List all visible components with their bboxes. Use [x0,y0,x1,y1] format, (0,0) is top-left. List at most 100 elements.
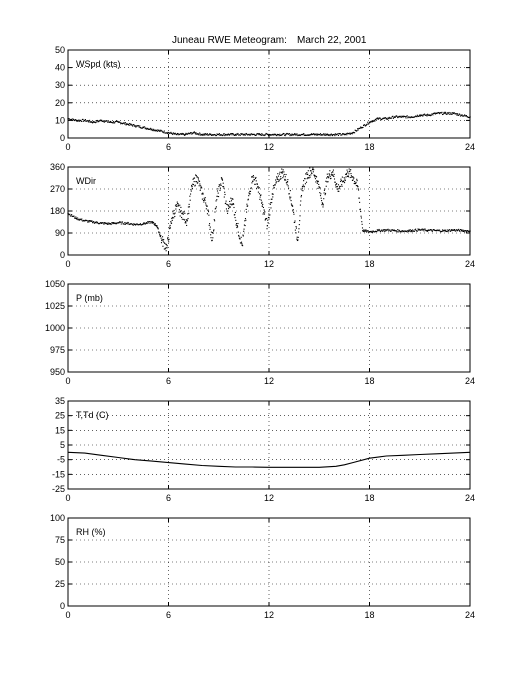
data-point [174,215,176,218]
data-point [266,217,268,220]
data-point [202,133,204,135]
data-point [435,229,438,232]
data-point [211,232,214,234]
data-point [217,188,219,190]
data-point [250,187,252,189]
data-point [358,127,360,130]
y-tick-label: 0 [60,601,65,611]
data-point [232,203,234,205]
data-point [147,221,149,223]
data-point [247,205,249,207]
data-point [304,134,307,137]
data-point [334,135,336,137]
data-point [443,229,445,231]
data-point [444,111,447,113]
data-point [311,168,314,171]
data-point [409,117,411,119]
data-point [140,224,142,226]
data-point [136,125,138,127]
data-point [182,213,184,215]
data-point [154,224,156,226]
data-point [351,179,353,182]
data-point [287,179,289,181]
data-point [281,134,283,136]
data-point [321,200,323,202]
data-point [455,230,457,232]
data-point [109,120,112,123]
data-point [210,133,212,135]
data-point [469,230,471,232]
data-point [333,178,336,180]
data-point [293,133,295,136]
data-point [240,241,243,243]
data-point [109,223,111,225]
data-point [307,134,309,136]
data-point [270,134,272,136]
data-point [416,230,418,232]
data-point [294,132,296,135]
data-point [151,221,154,223]
data-point [313,133,315,135]
y-tick-label: 75 [55,535,65,545]
data-point [234,133,237,136]
data-point [357,129,359,131]
data-point [446,229,448,231]
data-point [288,187,290,189]
data-point [124,221,126,224]
data-point [216,195,218,198]
data-point [279,173,281,175]
data-point [266,133,268,135]
data-point [195,174,197,177]
data-point [418,229,420,231]
data-point [102,222,104,224]
data-point [328,174,331,176]
data-point [114,223,116,225]
data-point [118,222,120,224]
data-point [104,120,106,122]
data-point [354,181,356,183]
data-point [72,118,74,120]
data-point [287,185,289,187]
data-point [188,133,191,135]
data-point [148,128,150,130]
data-point [209,223,211,225]
data-point [93,120,95,123]
data-point [425,229,427,231]
data-point [168,132,170,134]
data-point [227,133,229,135]
data-point [75,217,78,220]
data-point [275,179,277,181]
data-point [203,201,205,203]
data-point [291,134,293,137]
data-point [299,215,301,217]
data-point [349,176,351,179]
data-point [461,114,463,116]
x-tick-label: 18 [364,259,374,269]
data-point [375,118,377,120]
data-point [447,112,450,114]
data-point [190,190,192,192]
data-point [411,231,413,233]
data-point [87,220,89,222]
data-point [194,184,196,186]
data-point [250,133,252,135]
data-point [255,180,257,182]
data-point [166,245,168,247]
data-point [331,174,333,176]
data-point [201,133,203,136]
data-point [78,219,80,221]
data-point [266,225,269,227]
data-point [160,235,162,237]
data-point [154,223,156,225]
data-point [429,114,431,116]
data-point [221,177,223,179]
data-point [251,182,253,184]
data-point [340,178,342,180]
data-point [463,229,465,232]
data-point [81,220,83,222]
data-point [453,112,455,114]
data-point [106,120,108,122]
data-point [115,223,118,225]
data-point [361,221,363,223]
data-point [376,118,378,120]
